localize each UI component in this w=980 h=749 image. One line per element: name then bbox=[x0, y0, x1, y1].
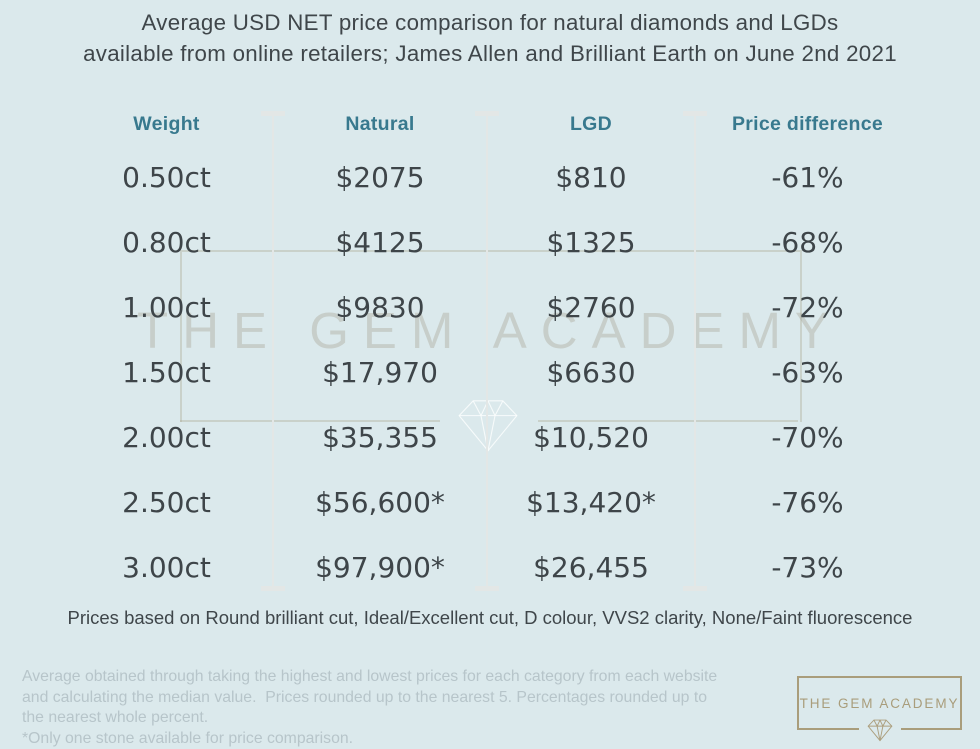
cell-natural-price: $2075 bbox=[335, 161, 425, 194]
table-row: 0.50ct $2075 $810 -61% bbox=[60, 145, 920, 210]
cell-lgd-price: $1325 bbox=[546, 226, 636, 259]
table-row: 1.50ct $17,970 $6630 -63% bbox=[60, 340, 920, 405]
cell-weight: 1.50ct bbox=[122, 356, 211, 389]
cell-lgd-price: $2760 bbox=[546, 291, 636, 324]
pricing-criteria-note: Prices based on Round brilliant cut, Ide… bbox=[67, 607, 913, 628]
table-row: 3.00ct $97,900* $26,455 -73% bbox=[60, 535, 920, 600]
cell-lgd-price: $13,420* bbox=[526, 486, 656, 519]
cell-lgd-price: $6630 bbox=[546, 356, 636, 389]
footnotes: Average obtained through taking the high… bbox=[22, 667, 717, 749]
watermark-frame-bottom-right bbox=[538, 420, 798, 422]
table-row: 2.00ct $35,355 $10,520 -70% bbox=[60, 405, 920, 470]
cell-price-difference: -72% bbox=[771, 291, 844, 324]
watermark-text: THE GEM ACADEMY bbox=[137, 302, 843, 359]
cell-price-difference: -76% bbox=[771, 486, 844, 519]
page-title-line1: Average USD NET price comparison for nat… bbox=[141, 10, 839, 35]
watermark-frame-bottom-left bbox=[180, 420, 440, 422]
column-divider bbox=[683, 111, 707, 591]
footnote-line: *Only one stone available for price comp… bbox=[22, 729, 354, 747]
cell-price-difference: -68% bbox=[771, 226, 844, 259]
table-row: 1.00ct $9830 $2760 -72% bbox=[60, 275, 920, 340]
column-header-price-difference: Price difference bbox=[731, 112, 884, 135]
cell-price-difference: -70% bbox=[771, 421, 844, 454]
brand-logo-text: THE GEM ACADEMY bbox=[799, 695, 960, 711]
table-header-row: Weight Natural LGD Price difference bbox=[60, 103, 920, 145]
column-header-weight: Weight bbox=[133, 112, 200, 135]
cell-natural-price: $9830 bbox=[335, 291, 425, 324]
column-divider bbox=[261, 111, 285, 591]
watermark-frame bbox=[180, 250, 802, 422]
cell-weight: 2.50ct bbox=[122, 486, 211, 519]
cell-natural-price: $35,355 bbox=[322, 421, 438, 454]
cell-price-difference: -61% bbox=[771, 161, 844, 194]
cell-natural-price: $4125 bbox=[335, 226, 425, 259]
diamond-outline-icon bbox=[858, 718, 901, 742]
column-divider bbox=[475, 111, 499, 591]
cell-weight: 2.00ct bbox=[122, 421, 211, 454]
cell-weight: 1.00ct bbox=[122, 291, 211, 324]
page-title-line2: available from online retailers; James A… bbox=[83, 41, 897, 66]
footnote-line: the nearest whole percent. bbox=[22, 709, 209, 727]
cell-price-difference: -63% bbox=[771, 356, 844, 389]
table-row: 2.50ct $56,600* $13,420* -76% bbox=[60, 470, 920, 535]
cell-weight: 0.50ct bbox=[122, 161, 211, 194]
cell-lgd-price: $26,455 bbox=[533, 551, 649, 584]
cell-natural-price: $17,970 bbox=[322, 356, 438, 389]
cell-natural-price: $56,600* bbox=[315, 486, 445, 519]
cell-weight: 3.00ct bbox=[122, 551, 211, 584]
cell-lgd-price: $10,520 bbox=[533, 421, 649, 454]
table-row: 0.80ct $4125 $1325 -68% bbox=[60, 210, 920, 275]
price-comparison-table: Weight Natural LGD Price difference 0.50… bbox=[60, 103, 920, 600]
footnote-line: Average obtained through taking the high… bbox=[22, 668, 718, 685]
cell-natural-price: $97,900* bbox=[315, 551, 445, 584]
cell-price-difference: -73% bbox=[771, 551, 844, 584]
column-header-natural: Natural bbox=[345, 112, 415, 135]
cell-lgd-price: $810 bbox=[555, 161, 627, 194]
brand-logo: THE GEM ACADEMY bbox=[797, 676, 962, 742]
page-title: Average USD NET price comparison for nat… bbox=[0, 7, 980, 69]
column-header-lgd: LGD bbox=[569, 112, 613, 135]
footnote-line: and calculating the median value. Prices… bbox=[22, 688, 707, 706]
cell-weight: 0.80ct bbox=[122, 226, 211, 259]
